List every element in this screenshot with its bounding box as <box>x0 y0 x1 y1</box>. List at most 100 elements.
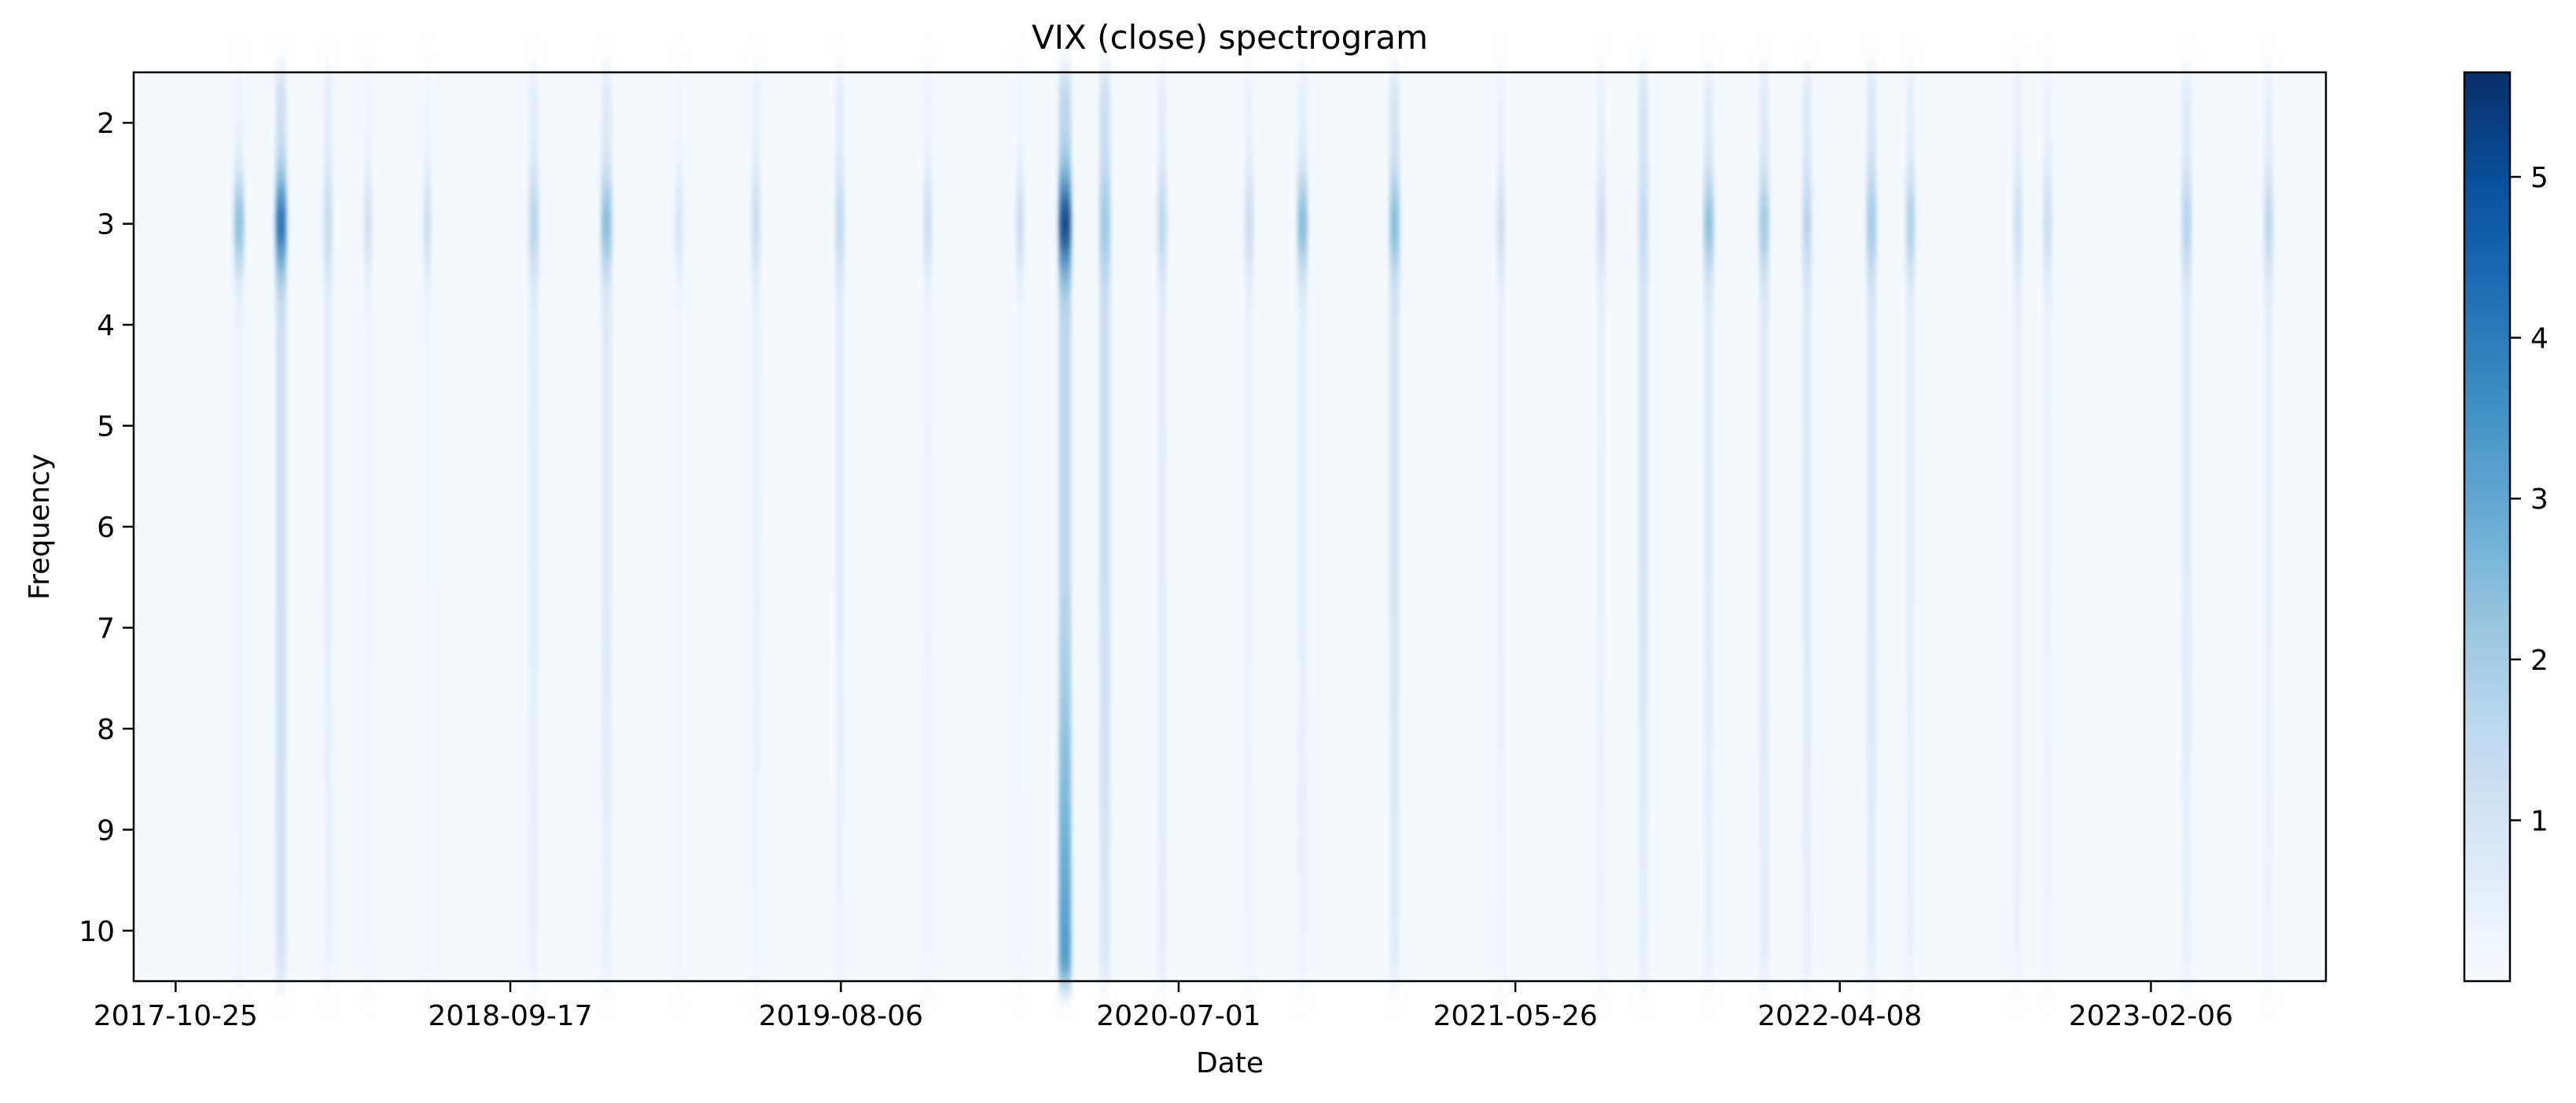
heatmap-cell <box>923 476 933 487</box>
heatmap-cell <box>2043 840 2052 851</box>
heatmap-cell <box>1596 648 1606 659</box>
heatmap-cell <box>601 274 612 285</box>
heatmap-cell <box>675 850 684 861</box>
heatmap-cell <box>234 708 245 719</box>
heatmap-cell <box>1802 112 1812 123</box>
heatmap-cell <box>1596 859 1606 871</box>
heatmap-cell <box>528 446 539 457</box>
heatmap-cell <box>923 557 933 568</box>
heatmap-cell <box>835 213 845 225</box>
heatmap-cell <box>1703 850 1714 861</box>
heatmap-cell <box>1596 688 1606 699</box>
heatmap-cell <box>323 163 333 174</box>
heatmap-cell <box>1866 405 1877 417</box>
heatmap-cell <box>2013 294 2022 305</box>
heatmap-cell <box>1866 193 1877 204</box>
heatmap-cell <box>1906 667 1915 679</box>
heatmap-cell <box>1759 719 1769 730</box>
heatmap-cell <box>1245 506 1254 517</box>
heatmap-cell <box>1596 274 1606 285</box>
heatmap-cell <box>1157 72 1167 83</box>
heatmap-cell <box>1596 819 1606 830</box>
heatmap-cell <box>2043 395 2052 406</box>
chart-title: VIX (close) spectrogram <box>1032 18 1428 57</box>
heatmap-cell <box>234 829 245 840</box>
heatmap-cell <box>1016 446 1025 457</box>
heatmap-cell <box>234 890 245 901</box>
heatmap-cell <box>923 617 933 628</box>
heatmap-cell <box>751 627 760 638</box>
y-tick-label: 9 <box>97 814 115 847</box>
heatmap-cell <box>1906 678 1915 689</box>
heatmap-cell <box>751 142 760 154</box>
heatmap-cell <box>601 244 612 255</box>
heatmap-cell <box>1596 385 1606 396</box>
heatmap-cell <box>1497 425 1505 436</box>
heatmap-cell <box>1638 213 1649 225</box>
heatmap-cell <box>1058 819 1072 830</box>
heatmap-cell <box>423 870 432 881</box>
heatmap-cell <box>1389 728 1400 740</box>
heatmap-cell <box>1906 920 1915 932</box>
heatmap-cell <box>234 799 245 811</box>
heatmap-cell <box>1802 123 1812 134</box>
heatmap-cell <box>1497 950 1505 961</box>
heatmap-cell <box>1906 405 1915 417</box>
heatmap-cell <box>2043 193 2052 204</box>
heatmap-cell <box>423 648 432 659</box>
heatmap-cell <box>923 587 933 598</box>
heatmap-cell <box>1759 456 1769 467</box>
heatmap-cell <box>835 779 845 790</box>
heatmap-cell <box>1703 638 1714 649</box>
heatmap-cell <box>1058 405 1072 417</box>
heatmap-cell <box>1058 850 1072 861</box>
heatmap-cell <box>423 890 432 901</box>
heatmap-cell <box>1638 436 1649 447</box>
heatmap-cell <box>1157 719 1167 730</box>
heatmap-cell <box>1759 698 1769 709</box>
heatmap-cell <box>1596 799 1606 811</box>
heatmap-cell <box>2264 890 2273 901</box>
heatmap-cell <box>1099 284 1111 296</box>
heatmap-cell <box>2013 153 2022 164</box>
heatmap-cell <box>1759 819 1769 830</box>
heatmap-cell <box>1703 284 1714 296</box>
heatmap-cell <box>1703 355 1714 366</box>
heatmap-cell <box>1297 446 1308 457</box>
heatmap-cell <box>1638 385 1649 396</box>
heatmap-cell <box>364 133 372 144</box>
heatmap-cell <box>2043 850 2052 861</box>
heatmap-cell <box>1016 748 1025 759</box>
heatmap-cell <box>1297 638 1308 649</box>
heatmap-cell <box>1703 375 1714 386</box>
heatmap-cell <box>234 850 245 861</box>
heatmap-cell <box>1016 456 1025 467</box>
heatmap-cell <box>1596 395 1606 406</box>
heatmap-cell <box>1389 446 1400 457</box>
heatmap-cell <box>1058 365 1072 376</box>
heatmap-cell <box>323 900 333 911</box>
heatmap-cell <box>1703 456 1714 467</box>
heatmap-cell <box>275 617 287 628</box>
heatmap-cell <box>1638 617 1649 628</box>
heatmap-cell <box>1703 940 1714 951</box>
heatmap-cell <box>1099 688 1111 699</box>
heatmap-cell <box>1596 325 1606 336</box>
heatmap-cell <box>835 344 845 356</box>
heatmap-cell <box>2181 698 2192 709</box>
spectrogram-column <box>675 72 684 982</box>
heatmap-cell <box>2264 325 2273 336</box>
heatmap-cell <box>323 971 333 982</box>
heatmap-cell <box>2043 557 2052 568</box>
heatmap-cell <box>1245 335 1254 346</box>
heatmap-cell <box>601 971 612 982</box>
heatmap-cell <box>1497 900 1505 911</box>
heatmap-cell <box>1389 708 1400 719</box>
heatmap-cell <box>1759 244 1769 255</box>
heatmap-cell <box>364 910 372 921</box>
heatmap-cell <box>323 476 333 487</box>
heatmap-cell <box>528 961 539 972</box>
heatmap-cell <box>323 325 333 336</box>
heatmap-cell <box>275 698 287 709</box>
heatmap-cell <box>1099 971 1111 982</box>
